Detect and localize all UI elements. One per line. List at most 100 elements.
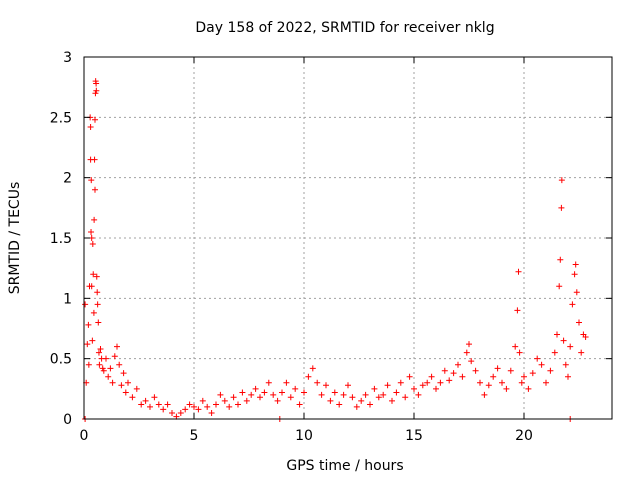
x-tick-label: 20 [515, 428, 533, 444]
data-point [91, 156, 98, 163]
data-point [305, 373, 312, 380]
data-point [437, 379, 444, 386]
data-point [191, 403, 197, 410]
data-point [88, 228, 95, 235]
data-point [89, 241, 96, 248]
data-point [235, 401, 241, 408]
data-point [397, 379, 404, 386]
data-point [118, 382, 125, 389]
data-point [94, 301, 101, 308]
data-point [340, 391, 347, 398]
data-point [93, 87, 100, 94]
data-point [573, 289, 580, 296]
data-point [122, 389, 129, 396]
data-point [569, 301, 576, 308]
data-point [380, 391, 387, 398]
data-point [88, 177, 95, 184]
data-point [84, 341, 91, 348]
data-point [499, 379, 505, 386]
data-point [177, 409, 184, 416]
data-point [195, 406, 202, 413]
data-point [424, 379, 431, 386]
data-point [327, 397, 334, 404]
data-point [345, 382, 351, 389]
data-point [239, 389, 246, 396]
data-point [217, 391, 224, 398]
data-point [393, 389, 400, 396]
x-tick-label: 0 [80, 428, 89, 444]
data-point [155, 401, 162, 408]
data-point [560, 337, 567, 344]
y-tick-label: 1.5 [50, 231, 72, 247]
data-point [164, 401, 171, 408]
data-point [147, 403, 153, 410]
data-point [182, 406, 189, 413]
data-point [455, 361, 461, 368]
data-point [283, 379, 290, 386]
data-point [481, 391, 488, 398]
data-point [90, 309, 97, 316]
data-point [92, 186, 98, 193]
data-point [515, 268, 522, 275]
data-point [468, 358, 475, 365]
data-point [472, 367, 479, 374]
data-point [428, 373, 435, 380]
y-tick-label: 3 [63, 50, 72, 66]
data-point [562, 361, 569, 368]
data-point [459, 373, 466, 380]
data-point [129, 394, 136, 401]
data-point [565, 373, 571, 380]
data-point [103, 355, 109, 362]
data-point [100, 367, 107, 374]
data-point [367, 401, 373, 408]
data-point [111, 353, 118, 360]
data-point [265, 379, 272, 386]
data-point [551, 349, 558, 356]
data-point [336, 401, 343, 408]
data-point [557, 256, 564, 263]
data-point [571, 271, 578, 278]
data-point [371, 385, 378, 392]
y-tick-label: 0 [63, 412, 72, 428]
data-point [362, 391, 369, 398]
chart-title: Day 158 of 2022, SRMTID for receiver nkl… [195, 20, 494, 36]
data-point [151, 394, 158, 401]
data-point [433, 385, 439, 392]
data-point [88, 283, 95, 290]
data-point [125, 379, 131, 386]
data-point [204, 403, 211, 410]
data-point [138, 401, 145, 408]
data-point [186, 401, 193, 408]
data-point [419, 382, 426, 389]
data-point [512, 343, 519, 350]
data-point [292, 385, 299, 392]
data-point [93, 80, 100, 87]
data-point [82, 301, 89, 308]
data-point [525, 385, 532, 392]
x-tick-label: 10 [295, 428, 313, 444]
data-point [323, 382, 329, 389]
data-point [230, 394, 237, 401]
data-point [296, 401, 303, 408]
data-point [358, 397, 365, 404]
data-point [578, 349, 585, 356]
data-point [582, 333, 589, 340]
data-point [274, 397, 281, 404]
data-point [120, 370, 127, 377]
data-point [402, 394, 409, 401]
data-point [85, 361, 92, 368]
data-point [514, 307, 521, 314]
data-point [301, 389, 307, 396]
data-point [248, 391, 255, 398]
data-point [93, 273, 100, 280]
data-point [87, 123, 94, 130]
data-point [516, 349, 523, 356]
data-point [389, 397, 395, 404]
data-point [287, 394, 294, 401]
data-point [529, 370, 536, 377]
data-point [243, 397, 250, 404]
data-point [261, 389, 268, 396]
data-point [463, 349, 470, 356]
